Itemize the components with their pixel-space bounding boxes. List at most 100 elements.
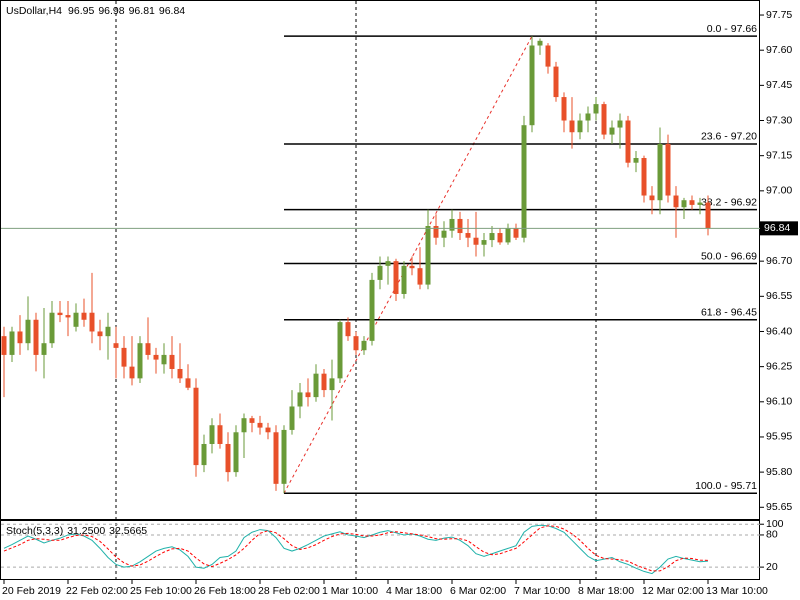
header-open: 96.95 bbox=[68, 5, 94, 17]
y-tick-label: 100 bbox=[766, 518, 784, 530]
candle-body bbox=[305, 392, 311, 398]
candle-body bbox=[297, 392, 303, 407]
fib-trendline bbox=[283, 35, 533, 494]
candle-body bbox=[521, 125, 527, 238]
y-tick-label: 97.75 bbox=[766, 9, 792, 21]
candle-body bbox=[649, 195, 655, 201]
x-tick-label: 12 Mar 02:00 bbox=[642, 585, 704, 597]
y-tick-label: 95.95 bbox=[766, 431, 792, 443]
chart-header: UsDollar,H4 96.95 96.98 96.81 96.84 bbox=[6, 5, 185, 17]
symbol: UsDollar,H4 bbox=[6, 5, 62, 17]
candle-body bbox=[33, 319, 39, 355]
candle-body bbox=[81, 312, 87, 320]
candle-body bbox=[385, 261, 391, 266]
candle-body bbox=[513, 228, 519, 238]
candle-body bbox=[273, 432, 279, 484]
candle-body bbox=[401, 265, 407, 294]
candle-body bbox=[553, 66, 559, 98]
candle-body bbox=[25, 319, 31, 344]
price-label: 96.84 bbox=[764, 222, 790, 234]
candle-body bbox=[9, 331, 15, 355]
candle-body bbox=[321, 373, 327, 391]
candle-body bbox=[697, 202, 703, 205]
candle-body bbox=[201, 443, 207, 466]
x-tick-label: 8 Mar 18:00 bbox=[578, 585, 634, 597]
candle-body bbox=[393, 261, 399, 294]
candle-body bbox=[673, 195, 679, 208]
candle-body bbox=[409, 265, 415, 269]
y-tick-label: 80 bbox=[766, 529, 778, 541]
candle-body bbox=[545, 45, 551, 67]
candle-body bbox=[185, 378, 191, 388]
x-tick-label: 6 Mar 02:00 bbox=[450, 585, 506, 597]
x-tick-label: 13 Mar 10:00 bbox=[706, 585, 768, 597]
header-low: 96.81 bbox=[129, 5, 155, 17]
fib-label: 61.8 - 96.45 bbox=[701, 307, 757, 319]
stoch-header: Stoch(5,3,3) 31.2500 32.5665 bbox=[6, 525, 147, 537]
x-tick-label: 20 Feb 2019 bbox=[2, 585, 61, 597]
candle-body bbox=[193, 387, 199, 466]
y-tick-label: 95.65 bbox=[766, 501, 792, 513]
stoch-line bbox=[3, 525, 709, 572]
candle-body bbox=[177, 368, 183, 379]
candle-body bbox=[65, 315, 71, 318]
candle-body bbox=[529, 45, 535, 126]
candle-body bbox=[233, 432, 239, 473]
candle-body bbox=[329, 378, 335, 391]
candle-body bbox=[617, 120, 623, 128]
y-tick-label: 96.25 bbox=[766, 360, 792, 372]
candle-body bbox=[105, 326, 111, 337]
x-tick-label: 26 Feb 18:00 bbox=[194, 585, 256, 597]
price-box bbox=[760, 221, 798, 236]
candle-body bbox=[57, 312, 63, 316]
x-tick-label: 28 Feb 02:00 bbox=[258, 585, 320, 597]
candle-body bbox=[505, 228, 511, 243]
candle-body bbox=[473, 237, 479, 245]
y-tick-label: 96.10 bbox=[766, 396, 792, 408]
candle-body bbox=[265, 427, 271, 433]
candle-body bbox=[17, 331, 23, 344]
candle-body bbox=[601, 104, 607, 135]
y-tick-label: 97.15 bbox=[766, 149, 792, 161]
candle-body bbox=[633, 158, 639, 163]
candle-body bbox=[657, 143, 663, 201]
x-tick-label: 7 Mar 10:00 bbox=[514, 585, 570, 597]
candle-body bbox=[129, 366, 135, 379]
y-tick-label: 20 bbox=[766, 561, 778, 573]
stoch-main-label: 31.2500 bbox=[67, 525, 105, 537]
candle-body bbox=[465, 233, 471, 238]
header-high: 96.98 bbox=[98, 5, 124, 17]
candle-body bbox=[497, 233, 503, 243]
candle-body bbox=[369, 279, 375, 341]
candle-body bbox=[249, 418, 255, 423]
candle-body bbox=[289, 406, 295, 430]
candle-body bbox=[689, 200, 695, 205]
fib-label: 0.0 - 97.66 bbox=[707, 23, 757, 35]
candle-body bbox=[441, 230, 447, 238]
candle-body bbox=[593, 104, 599, 114]
candle-body bbox=[457, 218, 463, 234]
y-tick-label: 96.70 bbox=[766, 255, 792, 267]
candle-body bbox=[113, 343, 119, 348]
fib-label: 38.2 - 96.92 bbox=[701, 196, 757, 208]
stoch-signal-label: 32.5665 bbox=[109, 525, 147, 537]
candle-body bbox=[561, 97, 567, 121]
candle-body bbox=[153, 354, 159, 360]
y-tick-label: 97.00 bbox=[766, 185, 792, 197]
candle-body bbox=[241, 418, 247, 433]
candle-body bbox=[73, 312, 79, 327]
fib-label: 100.0 - 95.71 bbox=[695, 480, 757, 492]
candle-body bbox=[49, 312, 55, 344]
candle-body bbox=[41, 343, 47, 355]
candle-body bbox=[281, 429, 287, 484]
main-panel-frame bbox=[0, 0, 760, 520]
candle-body bbox=[97, 331, 103, 337]
candle-body bbox=[537, 40, 543, 46]
candle-body bbox=[353, 336, 359, 351]
candle-body bbox=[449, 218, 455, 231]
candle-body bbox=[121, 347, 127, 367]
candle-body bbox=[217, 425, 223, 444]
candle-body bbox=[137, 343, 143, 379]
